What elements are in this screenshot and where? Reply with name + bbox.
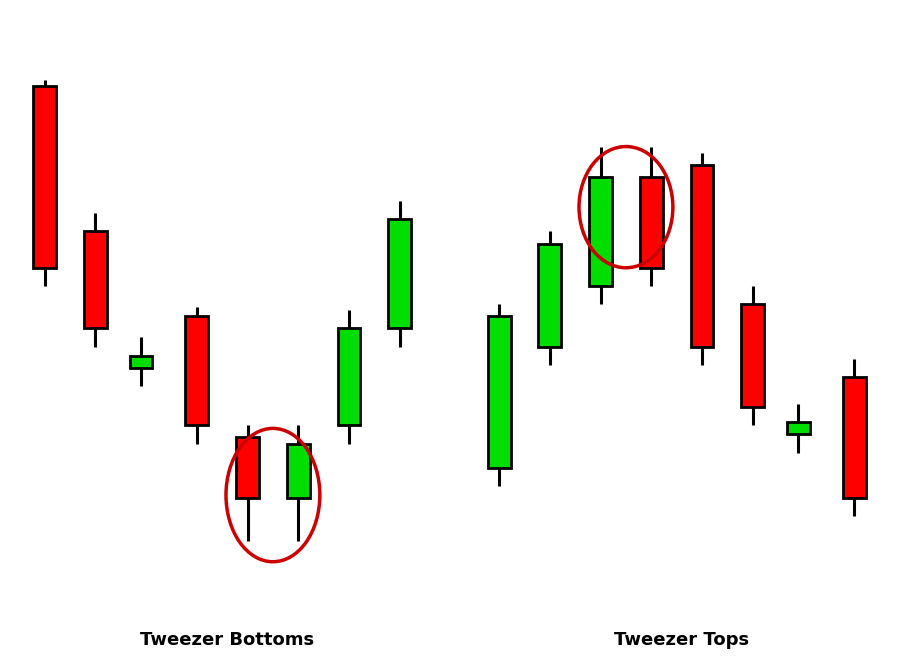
Bar [34, 86, 56, 268]
Bar [84, 232, 106, 329]
Bar [185, 316, 208, 425]
Bar [640, 177, 663, 268]
Bar [130, 356, 153, 368]
Text: Tweezer Tops: Tweezer Tops [614, 631, 749, 649]
Bar [538, 244, 561, 346]
Bar [691, 165, 714, 346]
Bar [843, 377, 865, 498]
Bar [589, 177, 612, 286]
Bar [388, 219, 411, 329]
Text: Tweezer Bottoms: Tweezer Bottoms [140, 631, 315, 649]
Bar [787, 422, 810, 434]
Bar [287, 444, 310, 498]
Bar [742, 304, 764, 407]
Bar [488, 316, 511, 468]
Bar [337, 329, 361, 425]
Bar [236, 438, 259, 498]
